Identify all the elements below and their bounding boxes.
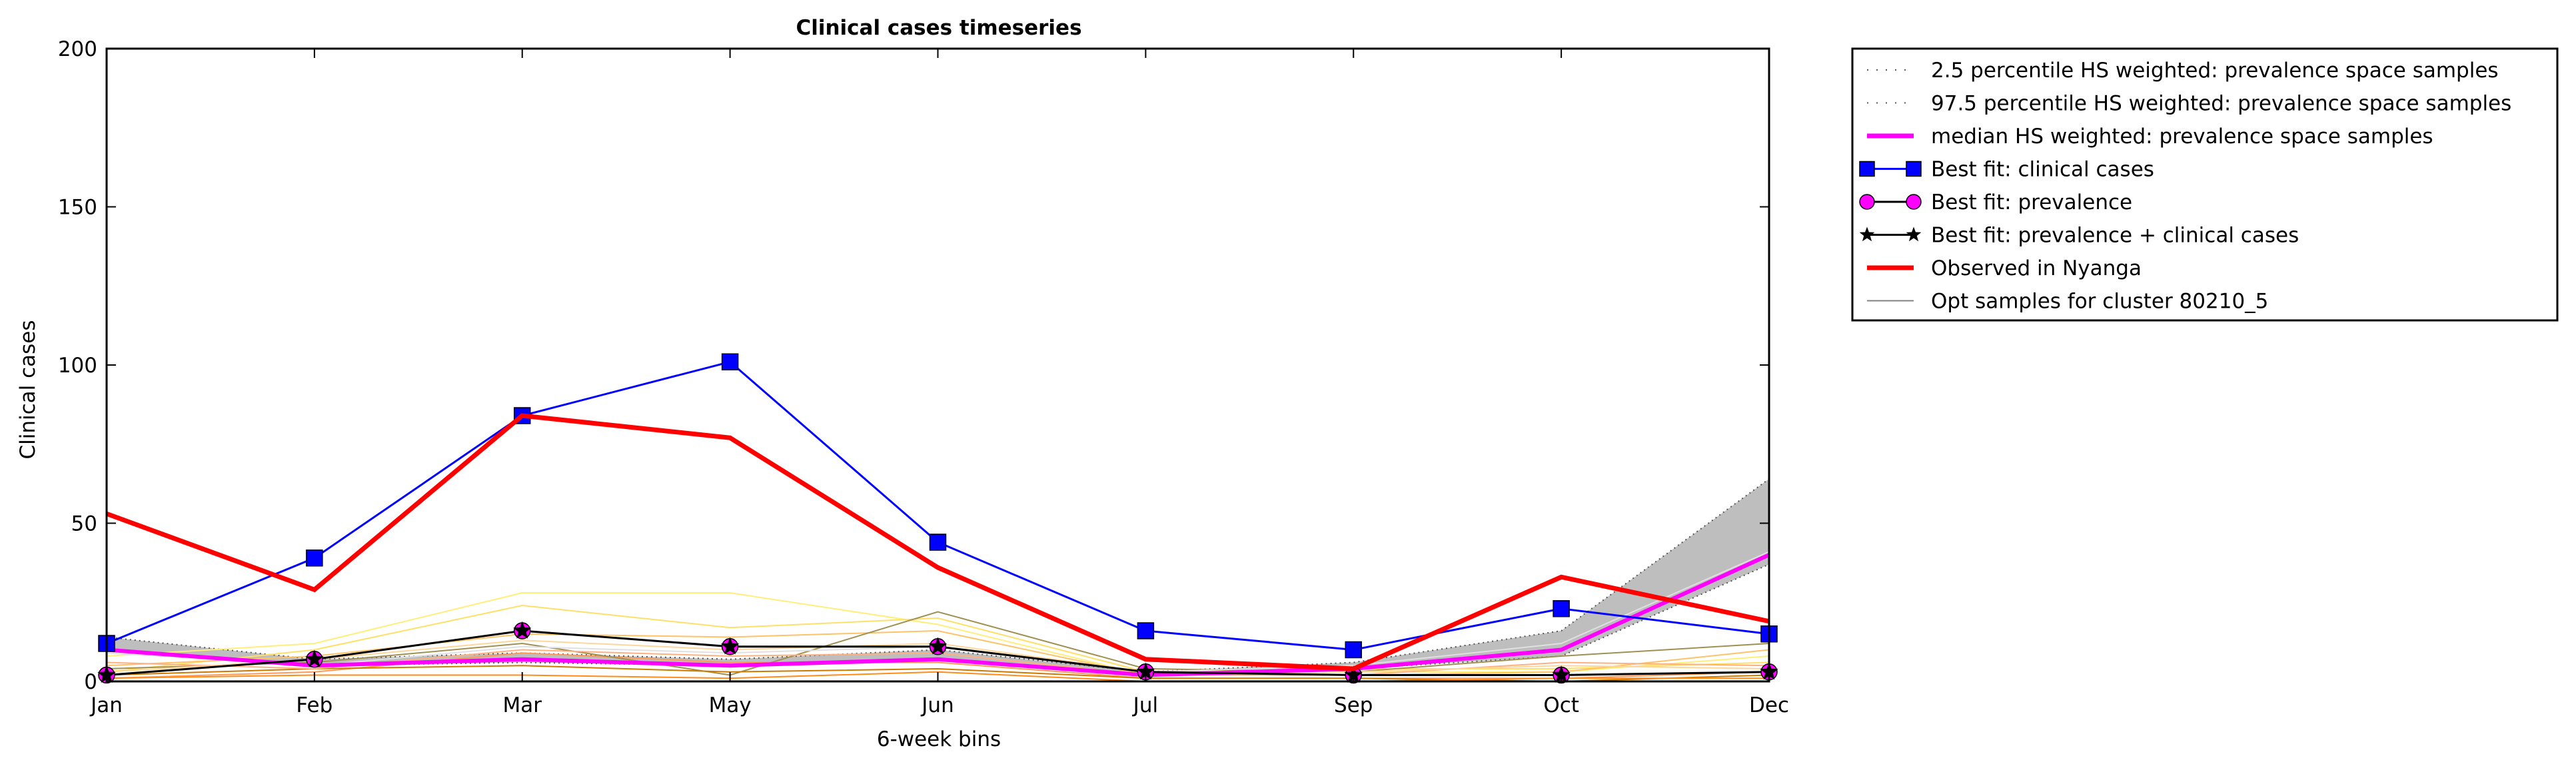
x-tick-label: Jun [920, 693, 954, 717]
clinical-fit-point [1553, 600, 1570, 617]
x-tick-label: Feb [296, 693, 332, 717]
legend-label: median HS weighted: prevalence space sam… [1931, 125, 2433, 149]
combined-fit-point [305, 649, 324, 667]
x-tick-label: Mar [503, 693, 542, 717]
y-tick-label: 0 [84, 670, 97, 694]
legend-label: Best fit: clinical cases [1931, 158, 2154, 182]
legend-box [1851, 47, 2559, 322]
opt-sample-line-6 [107, 665, 1769, 681]
plot-frame [105, 47, 1770, 683]
legend-marker [1859, 161, 1875, 177]
legend-item-5: Best fit: prevalence [1859, 191, 2132, 214]
clinical-fit-point [1345, 641, 1362, 659]
legend-marker [1859, 226, 1875, 242]
opt-sample-line-1 [107, 592, 1769, 676]
opt-sample-line-9 [107, 671, 1769, 681]
series-median [106, 553, 1770, 677]
y-tick-label: 200 [58, 37, 97, 61]
legend-item-4: Best fit: clinical cases [1859, 158, 2154, 182]
plot-area: 0 50 100 150 200 Jan Feb Mar May Jun Jul Sep Oct Dec [58, 37, 1789, 717]
legend-marker [1906, 194, 1922, 210]
clinical-fit-point [929, 534, 947, 551]
x-tick-label: May [709, 693, 752, 717]
series-clinical [106, 360, 1770, 651]
legend-label: Best fit: prevalence [1931, 191, 2132, 214]
combined-fit-point [513, 621, 532, 639]
legend-item-6: Best fit: prevalence + clinical cases [1859, 224, 2299, 248]
y-axis-label: Clinical cases [16, 320, 40, 459]
legend: 2.5 percentile HS weighted: prevalence s… [1851, 47, 2559, 322]
x-tick-label: Oct [1543, 693, 1579, 717]
y-tick-label: 150 [58, 196, 97, 220]
clinical-fit-line [106, 360, 1770, 651]
clinical-fit-point [306, 550, 323, 567]
observed-line [105, 413, 1770, 671]
opt-sample-line-4 [107, 652, 1769, 679]
legend-label: Opt samples for cluster 80210_5 [1931, 290, 2268, 314]
opt-sample-line-3 [107, 629, 1769, 676]
x-tick-label: Jan [89, 693, 123, 717]
y-tick-label: 50 [71, 512, 97, 536]
legend-item-7: Observed in Nyanga [1867, 256, 2142, 280]
legend-label: Best fit: prevalence + clinical cases [1931, 224, 2299, 248]
legend-label: 2.5 percentile HS weighted: prevalence s… [1931, 59, 2499, 83]
combined-fit-point [928, 637, 948, 655]
x-tick-label: Jul [1132, 693, 1158, 717]
combined-fit-point [720, 637, 740, 655]
legend-item-2: 97.5 percentile HS weighted: prevalence … [1867, 92, 2511, 116]
chart-title: Clinical cases timeseries [796, 16, 1081, 40]
legend-item-1: 2.5 percentile HS weighted: prevalence s… [1867, 59, 2499, 83]
y-tick-label: 100 [58, 354, 97, 378]
median-line [106, 553, 1770, 677]
x-axis-label: 6-week bins [877, 727, 1001, 751]
opt-sample-line-2 [107, 604, 1769, 673]
x-tick-label: Sep [1334, 693, 1373, 717]
legend-marker [1906, 161, 1922, 177]
opt-sample-line-5 [107, 611, 1769, 676]
percentile-band [107, 479, 1769, 675]
legend-label: 97.5 percentile HS weighted: prevalence … [1931, 92, 2511, 116]
clinical-fit-point [1137, 622, 1155, 639]
series-observed [105, 413, 1770, 671]
legend-marker [1906, 226, 1922, 242]
legend-label: Observed in Nyanga [1931, 256, 2142, 280]
x-tick-label: Dec [1749, 693, 1789, 717]
legend-marker [1859, 194, 1875, 210]
percentile-97-5-line [107, 478, 1769, 673]
legend-item-3: median HS weighted: prevalence space sam… [1867, 125, 2433, 149]
clinical-fit-point [721, 353, 739, 370]
legend-item-8: Opt samples for cluster 80210_5 [1867, 290, 2268, 314]
